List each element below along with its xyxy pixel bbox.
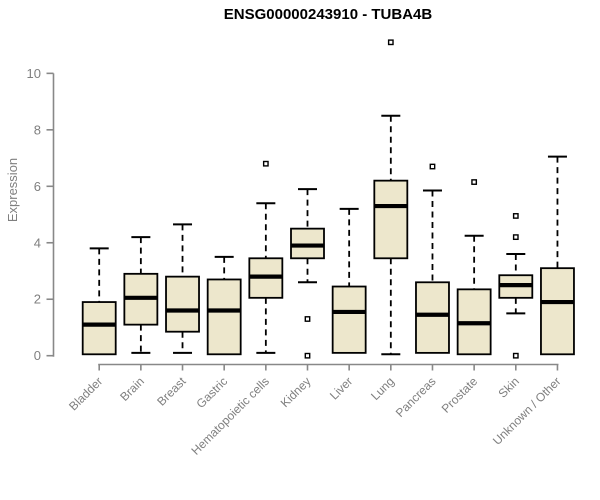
box-plot-kidney [290, 188, 325, 359]
box-plot-gastric [206, 255, 242, 356]
box-plot-prostate [456, 179, 492, 356]
box-plot-bladder [81, 247, 117, 356]
x-category-label: Gastric [194, 374, 231, 411]
y-axis-tick-label: 6 [34, 179, 41, 194]
x-category-label: Brain [117, 374, 147, 404]
box-plot-lung [373, 39, 409, 356]
box-plot-breast [165, 223, 200, 354]
box-plot-hematopoietic-cells [248, 160, 284, 354]
outlier-point [512, 213, 519, 219]
x-category-label: Lung [368, 374, 397, 403]
x-category-label: Skin [496, 374, 522, 400]
chart-title: ENSG00000243910 - TUBA4B [224, 6, 433, 23]
outlier-point [304, 352, 311, 359]
x-category-label: Bladder [66, 374, 105, 413]
box-iqr [373, 179, 409, 260]
box-iqr [540, 267, 575, 356]
outlier-point [512, 234, 519, 241]
box-plot-liver [331, 207, 367, 354]
outlier-point [512, 352, 519, 359]
y-axis-tick-label: 0 [34, 348, 41, 363]
x-category-label: Hematopoietic cells [188, 374, 271, 457]
outlier-point [387, 39, 394, 46]
y-axis-tick-label: 4 [34, 235, 41, 250]
y-axis-tick-label: 10 [27, 66, 41, 81]
y-axis-tick-label: 2 [34, 292, 41, 307]
outlier-point [304, 316, 311, 322]
box-iqr [415, 281, 450, 354]
box-plot-pancreas [415, 163, 450, 354]
box-iqr [165, 275, 200, 333]
x-category-label: Pancreas [393, 374, 439, 420]
box-iqr [206, 278, 242, 356]
x-category-label: Breast [154, 374, 189, 409]
y-axis-label: Expression [5, 158, 20, 222]
x-category-label: Kidney [278, 374, 314, 410]
outlier-point [471, 179, 478, 185]
outlier-point [429, 163, 436, 170]
outlier-point [262, 160, 269, 167]
box-plot-brain [123, 236, 159, 354]
box-iqr [81, 301, 117, 356]
x-category-label: Prostate [439, 374, 481, 416]
box-iqr [331, 285, 367, 354]
x-category-label: Liver [327, 374, 355, 402]
box-iqr [290, 227, 325, 260]
box-plot-skin [498, 213, 534, 359]
box-plot-unknown-other [540, 155, 575, 356]
y-axis-tick-label: 8 [34, 122, 41, 137]
